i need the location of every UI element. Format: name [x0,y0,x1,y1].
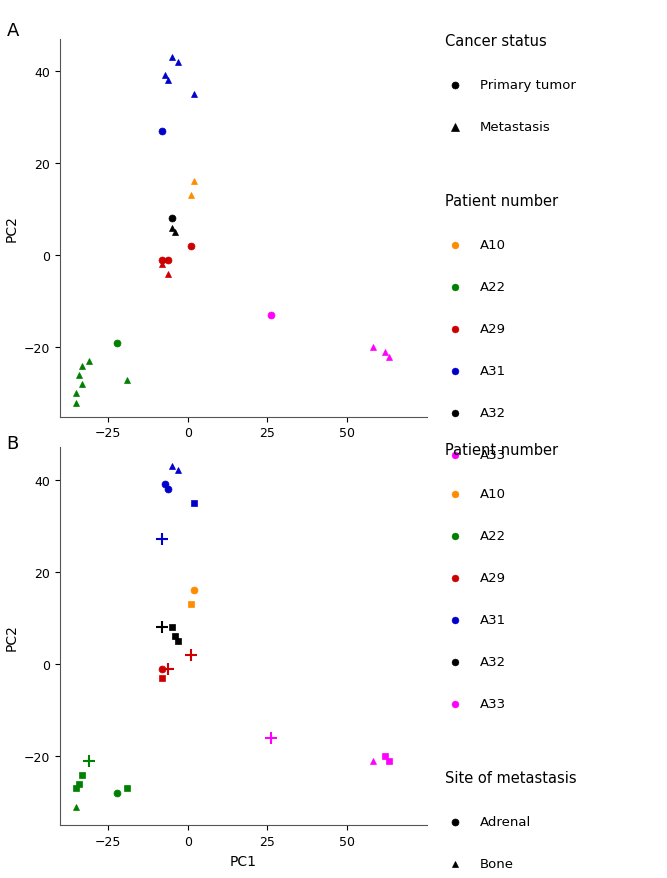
Text: A31: A31 [480,614,506,627]
Text: A: A [7,22,19,40]
Text: Cancer status: Cancer status [446,34,547,49]
Text: Patient number: Patient number [446,443,558,457]
Text: Bone: Bone [480,857,514,870]
Text: A33: A33 [480,449,506,462]
Text: A22: A22 [480,529,506,543]
Text: A10: A10 [480,487,506,500]
X-axis label: PC1: PC1 [230,445,257,459]
Text: Metastasis: Metastasis [480,121,551,134]
Text: Primary tumor: Primary tumor [480,79,576,92]
Text: Adrenal: Adrenal [480,816,532,828]
Text: Site of metastasis: Site of metastasis [446,770,577,785]
Y-axis label: PC2: PC2 [5,215,19,241]
Text: A32: A32 [480,656,506,668]
Text: A10: A10 [480,239,506,252]
Text: A33: A33 [480,697,506,710]
Text: A31: A31 [480,365,506,378]
Text: A22: A22 [480,281,506,294]
Text: Patient number: Patient number [446,194,558,209]
Text: A29: A29 [480,323,506,336]
Text: B: B [7,435,19,452]
Y-axis label: PC2: PC2 [5,623,19,650]
Text: A32: A32 [480,407,506,420]
Text: A29: A29 [480,572,506,585]
X-axis label: PC1: PC1 [230,853,257,867]
